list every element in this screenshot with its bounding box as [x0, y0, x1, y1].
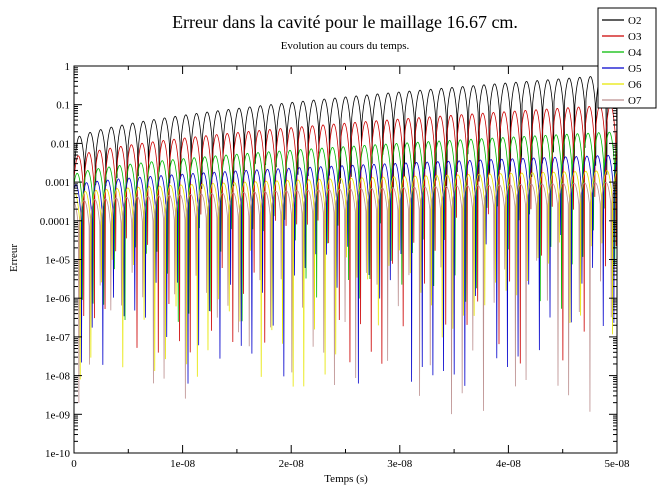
y-tick-label: 0.01 [51, 138, 70, 150]
series-line-o6 [73, 170, 618, 387]
legend-label-o4: O4 [628, 47, 642, 59]
x-tick-label: 2e-08 [279, 458, 305, 470]
series-line-o2 [73, 74, 618, 191]
y-tick-label: 0.0001 [40, 216, 70, 228]
series-line-o3 [73, 104, 618, 364]
legend-label-o5: O5 [628, 63, 642, 75]
legend-label-o2: O2 [628, 15, 641, 27]
y-axis-label: Erreur [8, 244, 20, 272]
x-tick-label: 3e-08 [387, 458, 413, 470]
x-ticks: 0 1e-08 2e-08 3e-08 4e-08 5e-08 [71, 66, 630, 470]
legend-label-o6: O6 [628, 79, 642, 91]
x-tick-label: 4e-08 [496, 458, 522, 470]
x-tick-label: 1e-08 [170, 458, 196, 470]
y-tick-label: 1 [65, 61, 71, 73]
chart-title: Erreur dans la cavité pour le maillage 1… [172, 12, 518, 32]
x-tick-label: 0 [71, 458, 77, 470]
y-tick-label: 1e-06 [45, 293, 71, 305]
y-tick-label: 1e-09 [45, 409, 71, 421]
legend: O2 O3 O4 O5 O6 O7 [597, 7, 657, 109]
x-tick-label: 5e-08 [604, 458, 630, 470]
y-ticks: 1 0.1 0.01 0.001 0.0001 1e-05 1e-06 1e-07 1e-08 1… [40, 61, 617, 460]
series-line-o7 [73, 181, 618, 415]
legend-label-o7: O7 [628, 95, 642, 107]
legend-box [597, 7, 657, 109]
y-tick-label: 0.001 [45, 177, 70, 189]
series-line-o5 [73, 154, 618, 386]
x-axis-label: Temps (s) [324, 473, 368, 485]
y-tick-label: 0.1 [56, 100, 70, 112]
y-tick-label: 1e-08 [45, 371, 71, 383]
series-line-o4 [73, 131, 618, 322]
series-layer [73, 74, 618, 415]
legend-label-o3: O3 [628, 31, 642, 43]
y-tick-label: 1e-07 [45, 332, 71, 344]
chart-subtitle: Evolution au cours du temps. [281, 40, 410, 52]
y-tick-label: 1e-05 [45, 255, 71, 267]
y-tick-label: 1e-10 [45, 448, 71, 460]
